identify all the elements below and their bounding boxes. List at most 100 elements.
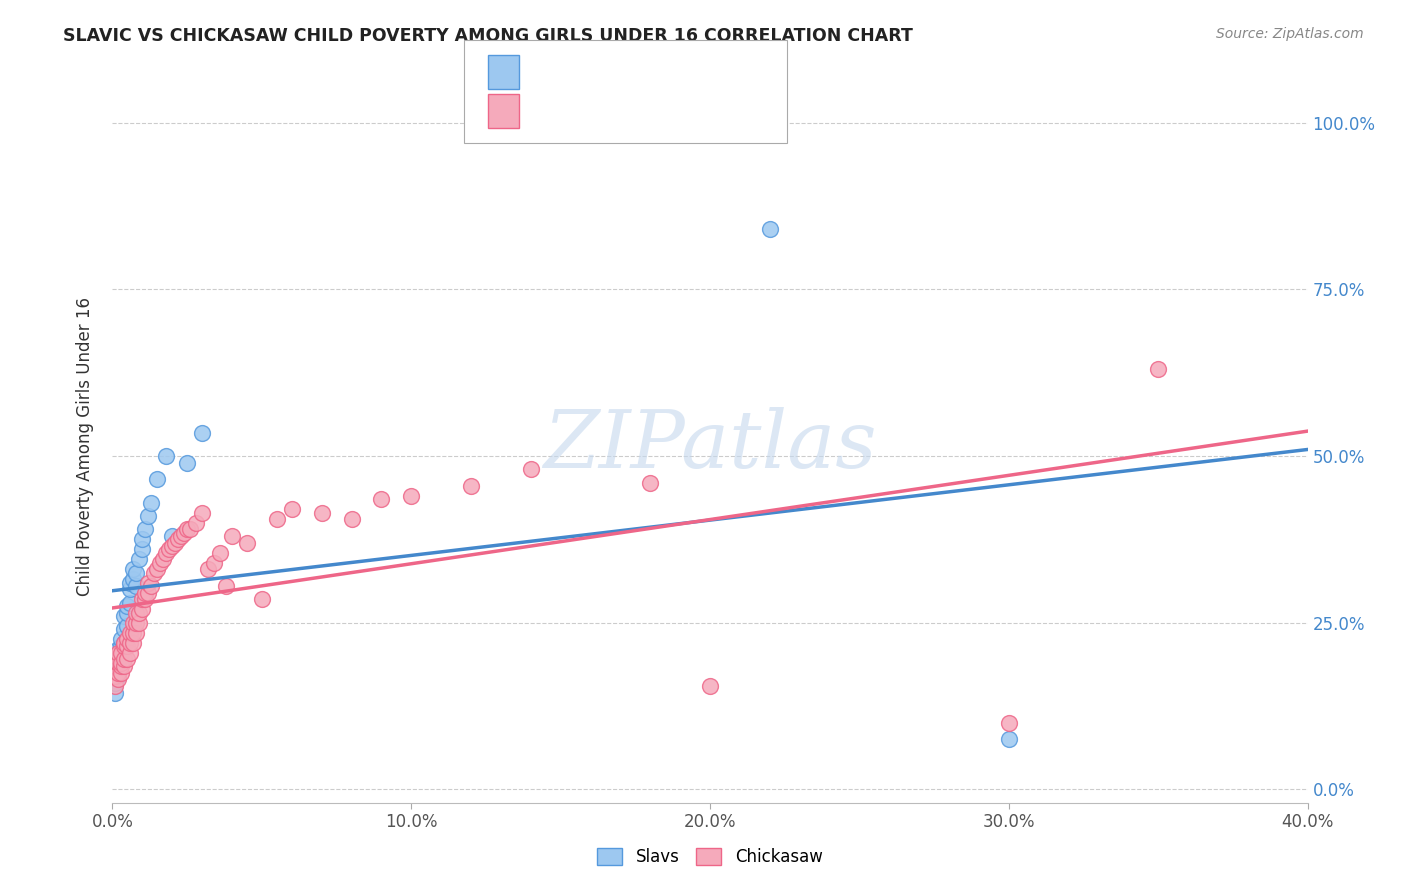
Point — [176, 522, 198, 536]
Point — [138, 509, 160, 524]
Point — [107, 665, 129, 680]
Point — [250, 592, 273, 607]
Text: Source: ZipAtlas.com: Source: ZipAtlas.com — [1216, 27, 1364, 41]
Point — [998, 732, 1021, 747]
Text: N =: N = — [628, 63, 676, 81]
Point — [141, 579, 163, 593]
Text: SLAVIC VS CHICKASAW CHILD POVERTY AMONG GIRLS UNDER 16 CORRELATION CHART: SLAVIC VS CHICKASAW CHILD POVERTY AMONG … — [63, 27, 912, 45]
Point — [155, 449, 177, 463]
Point — [340, 512, 363, 526]
Point — [1147, 362, 1170, 376]
Point — [221, 529, 243, 543]
Point — [401, 489, 423, 503]
Text: R =: R = — [530, 102, 567, 120]
Point — [173, 525, 195, 540]
Point — [460, 479, 482, 493]
Point — [114, 659, 135, 673]
Point — [122, 562, 145, 576]
Point — [370, 492, 392, 507]
Point — [104, 659, 127, 673]
Y-axis label: Child Poverty Among Girls Under 16: Child Poverty Among Girls Under 16 — [76, 296, 94, 596]
Point — [176, 456, 198, 470]
Point — [179, 522, 201, 536]
Point — [165, 535, 187, 549]
Point — [134, 522, 156, 536]
Point — [155, 546, 177, 560]
Point — [128, 615, 150, 630]
Point — [107, 656, 129, 670]
Point — [131, 542, 153, 557]
Point — [138, 575, 160, 590]
Point — [110, 646, 132, 660]
Point — [215, 579, 238, 593]
Point — [162, 539, 183, 553]
Text: N =: N = — [628, 102, 676, 120]
Point — [138, 585, 160, 599]
Point — [759, 222, 782, 236]
Point — [520, 462, 543, 476]
Point — [131, 533, 153, 547]
Point — [157, 542, 180, 557]
Point — [114, 609, 135, 624]
Point — [209, 546, 232, 560]
Point — [110, 659, 132, 673]
Point — [117, 639, 139, 653]
Point — [125, 615, 148, 630]
Point — [197, 562, 219, 576]
Point — [120, 582, 142, 597]
Point — [191, 425, 214, 440]
Text: 0.742: 0.742 — [572, 63, 626, 81]
Point — [107, 646, 129, 660]
Point — [146, 472, 169, 486]
Point — [117, 606, 139, 620]
Point — [120, 646, 142, 660]
Text: R =: R = — [530, 63, 567, 81]
Point — [104, 649, 127, 664]
Point — [125, 606, 148, 620]
Point — [149, 556, 172, 570]
Point — [107, 652, 129, 666]
Point — [122, 625, 145, 640]
Point — [122, 573, 145, 587]
Point — [128, 552, 150, 566]
Point — [107, 669, 129, 683]
Point — [120, 575, 142, 590]
Point — [120, 596, 142, 610]
Point — [114, 636, 135, 650]
Legend: Slavs, Chickasaw: Slavs, Chickasaw — [598, 847, 823, 866]
Point — [110, 639, 132, 653]
Point — [110, 656, 132, 670]
Point — [104, 669, 127, 683]
Point — [128, 606, 150, 620]
Point — [191, 506, 214, 520]
Point — [120, 636, 142, 650]
Point — [236, 535, 259, 549]
Point — [170, 529, 193, 543]
Point — [134, 592, 156, 607]
Text: ZIPatlas: ZIPatlas — [543, 408, 877, 484]
Point — [107, 659, 129, 673]
Point — [125, 566, 148, 580]
Point — [117, 619, 139, 633]
Point — [125, 579, 148, 593]
Point — [114, 639, 135, 653]
Text: 0.542: 0.542 — [572, 102, 624, 120]
Text: 71: 71 — [675, 102, 697, 120]
Point — [640, 475, 662, 490]
Point — [311, 506, 333, 520]
Point — [134, 585, 156, 599]
Point — [699, 679, 721, 693]
Point — [122, 615, 145, 630]
Point — [141, 496, 163, 510]
Point — [114, 636, 135, 650]
Point — [162, 529, 183, 543]
Point — [110, 632, 132, 647]
Point — [110, 665, 132, 680]
Point — [114, 652, 135, 666]
Point — [202, 556, 225, 570]
Point — [104, 665, 127, 680]
Point — [998, 715, 1021, 730]
Point — [107, 673, 129, 687]
Point — [167, 533, 190, 547]
Point — [104, 686, 127, 700]
